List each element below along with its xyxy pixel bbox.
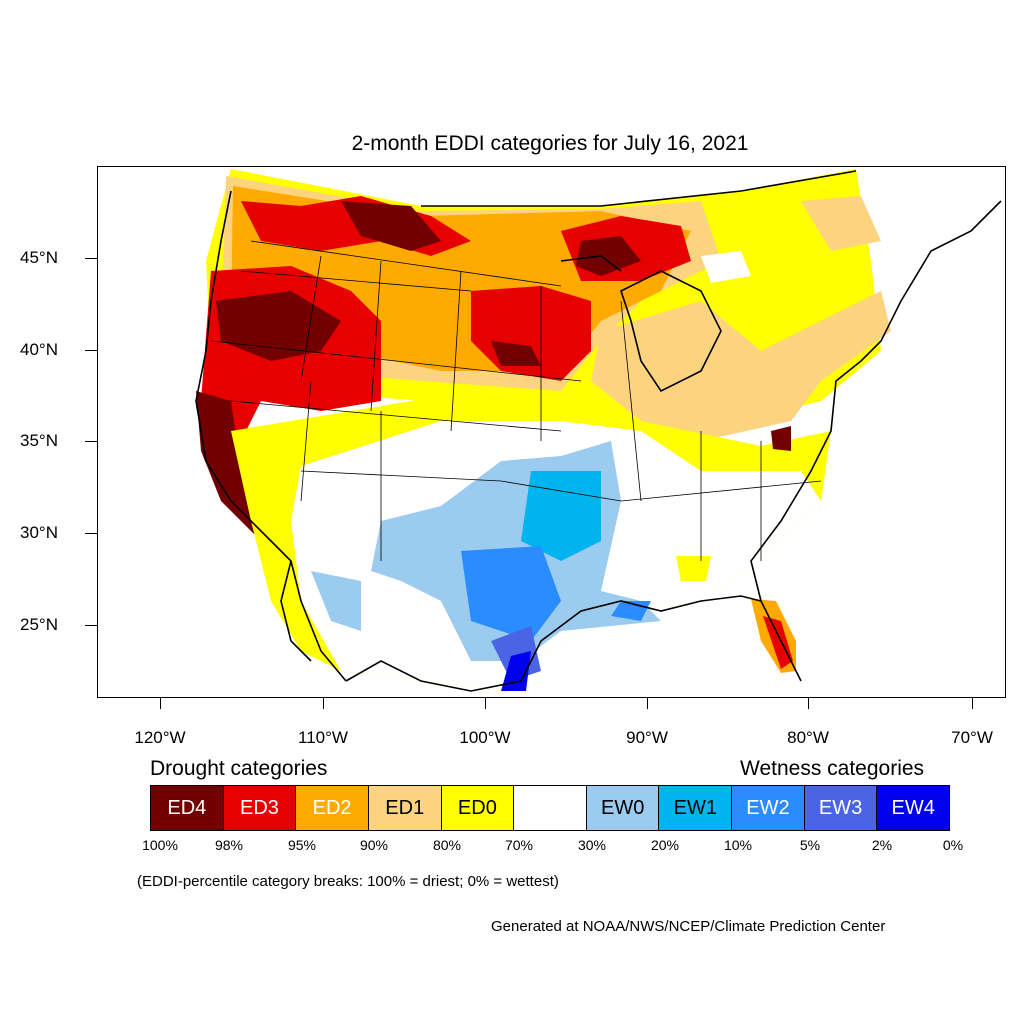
lon-tick [160, 697, 161, 709]
percentile-label: 70% [504, 837, 534, 853]
state-borders [210, 240, 822, 561]
percentile-label: 30% [577, 837, 607, 853]
region-none-ne [801, 196, 881, 251]
lat-tick [85, 533, 97, 534]
percentile-label: 98% [214, 837, 244, 853]
region-none-north [701, 251, 751, 283]
lon-tick [972, 697, 973, 709]
legend-box-ed3: ED3 [223, 786, 297, 830]
map-title: 2-month EDDI categories for July 16, 202… [351, 132, 749, 155]
region-ed4-plains [491, 341, 541, 366]
percentile-label: 2% [871, 837, 893, 853]
lat-label-40: 40°N [20, 340, 58, 359]
legend-box-ew1: EW1 [659, 786, 733, 830]
legend-box-ed4: ED4 [151, 786, 224, 830]
region-ew1-tx [461, 546, 561, 641]
legend-box-ed1: ED1 [368, 786, 442, 830]
region-ed1-east [591, 291, 891, 441]
eddi-map-canvas [195, 169, 1002, 692]
lon-label-80: 80°W [787, 728, 829, 747]
lon-label-100: 100°W [459, 728, 511, 747]
lon-tick [323, 697, 324, 709]
legend-box-ew0: EW0 [586, 786, 660, 830]
percentile-label: 80% [432, 837, 462, 853]
region-ed4-nw [216, 291, 341, 361]
percentile-label: 10% [723, 837, 753, 853]
percentile-label: 20% [650, 837, 680, 853]
legend-box-ew4: EW4 [877, 786, 950, 830]
lon-label-70: 70°W [951, 728, 993, 747]
percentile-label: 95% [287, 837, 317, 853]
lat-label-25: 25°N [20, 615, 58, 634]
lon-tick [647, 697, 648, 709]
region-ed4-va [771, 426, 791, 451]
lon-tick [808, 697, 809, 709]
region-ew0-west [311, 571, 361, 631]
region-ew4 [501, 651, 531, 691]
percentile-label: 0% [942, 837, 964, 853]
lon-label-110: 110°W [298, 728, 348, 747]
lat-label-30: 30°N [20, 523, 58, 542]
lat-tick [85, 350, 97, 351]
lon-tick [485, 697, 486, 709]
percentile-label: 90% [359, 837, 389, 853]
drought-heading: Drought categories [150, 757, 328, 780]
percentile-label: 100% [142, 837, 178, 853]
wetness-heading: Wetness categories [740, 757, 925, 780]
region-ed4-mn [576, 236, 641, 276]
eddi-map [97, 166, 1006, 698]
legend-box-ew2: EW2 [732, 786, 805, 830]
lat-label-45: 45°N [20, 248, 58, 267]
lon-label-90: 90°W [626, 728, 668, 747]
percentile-label: 5% [799, 837, 821, 853]
legend-box-neutral [514, 786, 587, 830]
category-note: (EDDI-percentile category breaks: 100% =… [137, 873, 559, 890]
credit-line: Generated at NOAA/NWS/NCEP/Climate Predi… [491, 918, 886, 935]
legend-box-ed0: ED0 [441, 786, 515, 830]
lon-label-120: 120°W [134, 728, 186, 747]
lat-label-35: 35°N [20, 431, 58, 450]
region-ew1 [521, 471, 601, 561]
legend-bar: ED4 ED3 ED2 ED1 ED0 EW0 EW1 EW2 EW3 EW4 [150, 785, 950, 831]
region-ed3-fl [763, 616, 793, 669]
legend-box-ew3: EW3 [804, 786, 878, 830]
legend-box-ed2: ED2 [296, 786, 369, 830]
coastlines [195, 170, 1002, 692]
region-ed0-fl [676, 556, 711, 581]
region-ed4-north [341, 201, 441, 251]
lat-tick [85, 258, 97, 259]
lat-tick [85, 441, 97, 442]
lat-tick [85, 625, 97, 626]
